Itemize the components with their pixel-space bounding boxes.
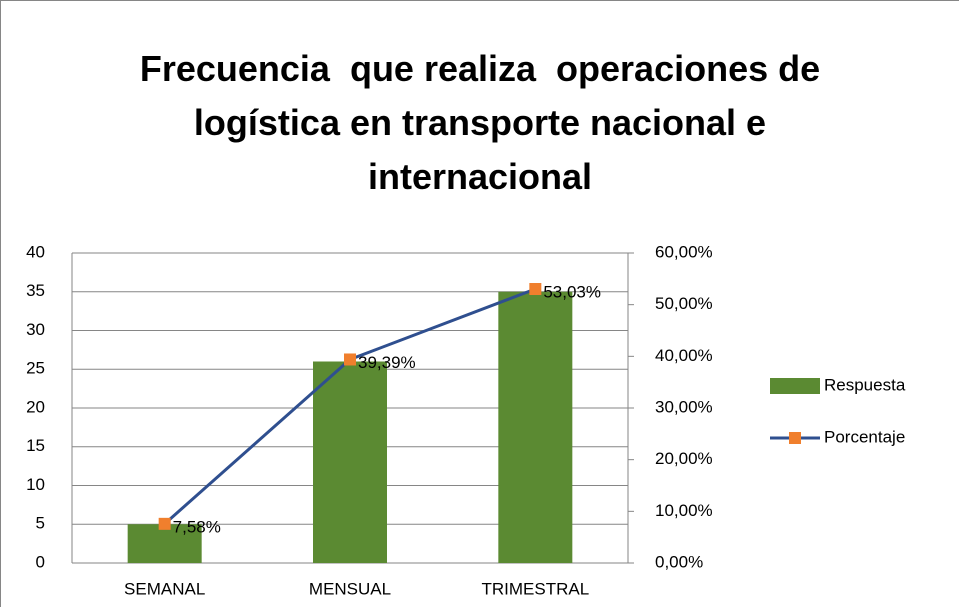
y-tick-label: 20 xyxy=(26,397,45,416)
y2-tick-label: 0,00% xyxy=(655,552,703,571)
data-label: 53,03% xyxy=(543,282,601,301)
x-tick-label: MENSUAL xyxy=(309,579,391,598)
y2-tick-label: 20,00% xyxy=(655,449,713,468)
data-label: 39,39% xyxy=(358,353,416,372)
data-label: 7,58% xyxy=(173,517,221,536)
y-tick-label: 25 xyxy=(26,359,45,378)
y-tick-label: 40 xyxy=(26,242,45,261)
bar xyxy=(313,361,387,563)
y2-tick-label: 30,00% xyxy=(655,397,713,416)
line-marker xyxy=(529,283,542,296)
y-tick-label: 30 xyxy=(26,320,45,339)
y2-tick-label: 10,00% xyxy=(655,501,713,520)
legend-swatch xyxy=(770,378,820,394)
y2-tick-label: 50,00% xyxy=(655,294,713,313)
line-marker xyxy=(344,353,356,366)
y2-tick-label: 60,00% xyxy=(655,242,713,261)
legend-label: Porcentaje xyxy=(824,427,905,446)
y-tick-label: 15 xyxy=(26,436,45,455)
y-tick-label: 0 xyxy=(36,552,45,571)
y2-tick-label: 40,00% xyxy=(655,346,713,365)
y-tick-label: 10 xyxy=(26,475,45,494)
y-tick-label: 35 xyxy=(26,281,45,300)
y-tick-label: 5 xyxy=(36,514,45,533)
bar xyxy=(127,524,202,563)
bar xyxy=(498,291,573,563)
chart-title: Frecuencia que realiza operaciones de lo… xyxy=(139,48,831,197)
x-tick-label: SEMANAL xyxy=(124,579,205,598)
legend-label: Respuesta xyxy=(824,375,906,394)
x-tick-label: TRIMESTRAL xyxy=(481,579,589,598)
legend-marker xyxy=(789,432,801,444)
line-marker xyxy=(158,517,171,530)
